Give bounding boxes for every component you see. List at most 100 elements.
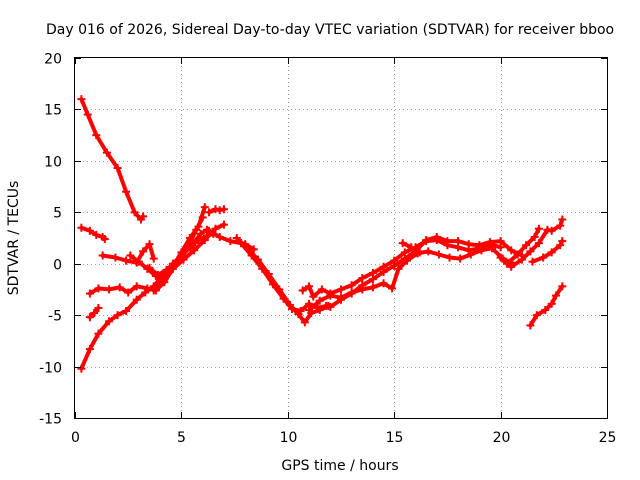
- data-point: [77, 364, 86, 373]
- data-point: [85, 345, 94, 354]
- data-point: [205, 208, 214, 217]
- data-point: [105, 317, 114, 326]
- data-point: [139, 247, 148, 256]
- x-tick-label: 25: [599, 430, 617, 446]
- data-point: [547, 248, 556, 257]
- data-point: [432, 232, 441, 241]
- data-point: [77, 223, 86, 232]
- data-point: [415, 248, 424, 257]
- series-track-20: [528, 237, 567, 266]
- data-point: [488, 244, 497, 253]
- data-point: [90, 309, 99, 318]
- data-point: [445, 253, 454, 262]
- data-point: [305, 306, 314, 314]
- data-point: [526, 247, 535, 256]
- data-point: [279, 294, 288, 303]
- data-point: [192, 225, 201, 234]
- data-point: [422, 236, 431, 245]
- data-point: [98, 251, 107, 260]
- data-point: [158, 276, 167, 285]
- data-point: [145, 240, 154, 249]
- data-point: [558, 215, 567, 224]
- data-point: [547, 299, 556, 308]
- data-point: [236, 239, 245, 248]
- data-point: [300, 318, 309, 327]
- data-point: [205, 226, 214, 235]
- data-point: [556, 221, 565, 230]
- data-point: [317, 285, 326, 294]
- data-point: [122, 187, 131, 196]
- data-point: [379, 267, 388, 276]
- data-point: [507, 246, 516, 255]
- data-point: [534, 224, 543, 233]
- data-point: [166, 263, 175, 272]
- data-point: [315, 296, 324, 305]
- data-point: [149, 286, 158, 295]
- data-point: [92, 230, 101, 239]
- data-point: [347, 281, 356, 290]
- tick-layer: [75, 58, 608, 419]
- data-point: [547, 226, 556, 235]
- series-track-19: [502, 224, 543, 268]
- data-point: [305, 282, 314, 291]
- data-point: [313, 303, 322, 312]
- data-point: [94, 329, 103, 338]
- series-track-14: [298, 236, 505, 301]
- data-point: [530, 232, 539, 241]
- series-line: [79, 97, 146, 222]
- data-point: [522, 241, 531, 250]
- data-point: [200, 236, 209, 245]
- data-point: [454, 237, 463, 246]
- data-point: [337, 295, 345, 304]
- data-point: [134, 257, 143, 266]
- data-point: [464, 240, 473, 249]
- data-point: [149, 254, 158, 263]
- data-point: [211, 205, 220, 214]
- data-point: [122, 256, 131, 265]
- data-point: [443, 237, 452, 246]
- data-point: [388, 284, 397, 293]
- series-track-9: [149, 225, 211, 295]
- data-point: [113, 164, 122, 173]
- data-point: [268, 280, 277, 289]
- data-point: [188, 241, 197, 250]
- data-point: [368, 283, 377, 292]
- data-point: [309, 292, 318, 301]
- data-point: [100, 235, 109, 244]
- tick-label-layer: 0 5 10 15 20 25 -15 -10 -5 0 5 10 15 20: [39, 52, 616, 447]
- data-point: [526, 321, 535, 330]
- data-point: [85, 313, 94, 322]
- data-point: [296, 307, 305, 316]
- data-point: [288, 304, 297, 313]
- series-track-17: [398, 239, 424, 257]
- data-point: [232, 234, 241, 242]
- data-point: [105, 285, 114, 294]
- y-tick-label: 0: [53, 258, 62, 274]
- series-track-16: [326, 232, 526, 311]
- data-point: [143, 284, 152, 293]
- data-point: [226, 237, 235, 246]
- data-point: [200, 203, 209, 212]
- data-point: [215, 232, 224, 241]
- data-point: [337, 285, 345, 294]
- series-line: [234, 236, 331, 325]
- x-tick-label: 5: [177, 430, 186, 446]
- data-point: [517, 255, 526, 264]
- data-point: [115, 283, 124, 292]
- grid-layer: [75, 58, 607, 418]
- data-point: [507, 262, 516, 271]
- data-point: [347, 289, 356, 298]
- data-point: [541, 306, 550, 314]
- data-point: [434, 250, 443, 259]
- data-point: [85, 289, 94, 298]
- plot-frame: [74, 57, 608, 419]
- data-point: [534, 239, 543, 248]
- series-layer: [77, 95, 567, 373]
- data-point: [502, 259, 511, 268]
- data-point: [215, 206, 224, 215]
- data-point: [394, 264, 403, 273]
- data-point: [513, 250, 522, 259]
- data-point: [475, 241, 484, 250]
- data-point: [258, 264, 267, 273]
- y-tick-label: -15: [39, 412, 62, 428]
